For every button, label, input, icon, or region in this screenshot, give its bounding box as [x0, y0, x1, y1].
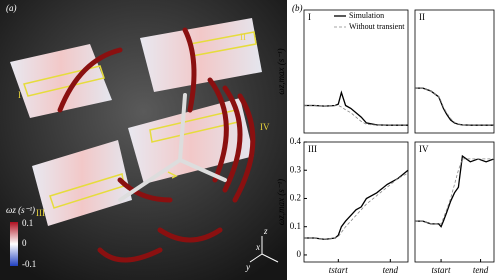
panel-label: IV [419, 144, 429, 154]
y-tick-label: 0.2 [290, 193, 301, 203]
plot-frame [414, 141, 495, 263]
panel-label: I [308, 12, 311, 22]
panel-label: III [308, 144, 317, 154]
legend-label: Without transient [349, 22, 405, 31]
axis-glyph-label: x [255, 242, 260, 252]
panel-label: (b) [292, 3, 303, 13]
axes-glyph [249, 236, 279, 263]
series-line [415, 87, 494, 126]
axis-glyph-label: y [245, 262, 250, 272]
plane-label: II [240, 32, 246, 42]
plane-label: I [18, 90, 21, 100]
colorbar [10, 222, 18, 266]
axis-glyph-label: z [263, 226, 268, 236]
x-tick-label: tend [473, 265, 489, 275]
plane [32, 140, 132, 226]
series-line [304, 172, 409, 240]
x-tick-label: tend [383, 265, 399, 275]
series-line [304, 105, 408, 126]
plane [10, 44, 112, 118]
render-panel: (a) I II III IV ωz (s⁻¹) 0.1 0 -0.1 x y … [0, 0, 287, 280]
series-line [304, 169, 409, 241]
y-tick-label: 0.1 [290, 221, 301, 231]
rotation-arrow [167, 171, 178, 179]
plane-label: IV [260, 122, 270, 132]
series-line [304, 90, 408, 126]
legend-label: Simulation [349, 11, 384, 20]
colorbar-tick: -0.1 [22, 259, 36, 269]
colorbar-tick: 0 [22, 238, 27, 248]
plot-frame [414, 9, 495, 134]
panel-label: II [419, 12, 425, 22]
x-tick-label: tstart [329, 265, 349, 275]
y-axis-label: ωz,max (s⁻¹) [276, 48, 286, 94]
colorbar-title: ωz (s⁻¹) [6, 205, 35, 215]
y-tick-label: 0.3 [290, 164, 302, 174]
colorbar-tick: 0.1 [22, 218, 33, 228]
x-tick-label: tstart [432, 265, 452, 275]
series-line [415, 87, 494, 126]
series-line [415, 154, 495, 228]
y-axis-label: ωz,max (s⁻¹) [276, 179, 286, 225]
vortex [57, 27, 256, 263]
y-tick-label: 0.4 [290, 136, 302, 146]
plot-frame [303, 9, 409, 134]
plane-label: III [36, 208, 45, 218]
series-line [415, 158, 494, 225]
turbine [118, 93, 227, 202]
plot-frame [303, 141, 409, 263]
panel-label: (a) [6, 3, 17, 13]
y-tick-label: 0 [297, 249, 302, 259]
